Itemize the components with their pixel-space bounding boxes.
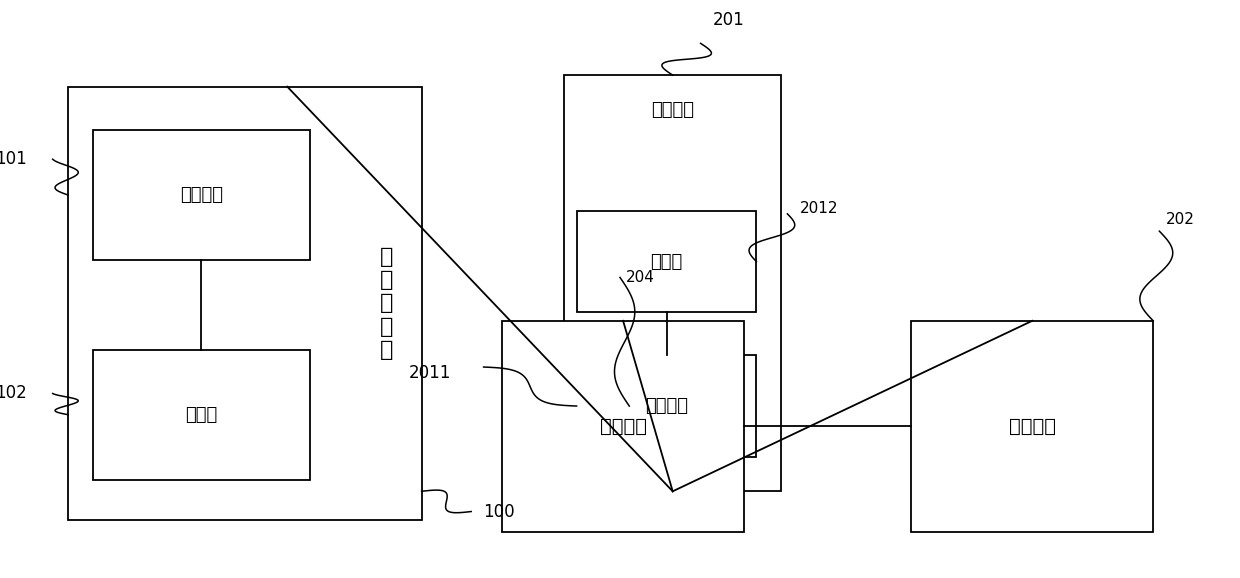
Text: 201: 201: [713, 11, 745, 29]
Text: 202: 202: [1166, 212, 1194, 227]
Text: 蓄电池: 蓄电池: [185, 406, 218, 424]
Bar: [577, 355, 756, 457]
Bar: [93, 350, 310, 480]
Text: 100: 100: [484, 502, 516, 521]
Text: 充电电源: 充电电源: [1009, 417, 1055, 436]
Bar: [564, 75, 781, 491]
Text: 204: 204: [626, 270, 655, 285]
Text: 102: 102: [0, 384, 27, 402]
Bar: [911, 321, 1153, 532]
Text: 充电头: 充电头: [650, 253, 683, 271]
Text: 控制终端: 控制终端: [600, 417, 646, 436]
Text: 2012: 2012: [800, 201, 838, 216]
Text: 共
享
物
流
箱: 共 享 物 流 箱: [381, 247, 393, 360]
Text: 充电接口: 充电接口: [180, 186, 223, 204]
Text: 101: 101: [0, 150, 27, 168]
Bar: [502, 321, 744, 532]
Text: 充电装置: 充电装置: [651, 101, 694, 119]
Bar: [93, 130, 310, 260]
Bar: [577, 211, 756, 312]
Text: 运动机构: 运动机构: [645, 397, 688, 415]
Bar: [68, 87, 422, 520]
Text: 2011: 2011: [409, 364, 451, 382]
